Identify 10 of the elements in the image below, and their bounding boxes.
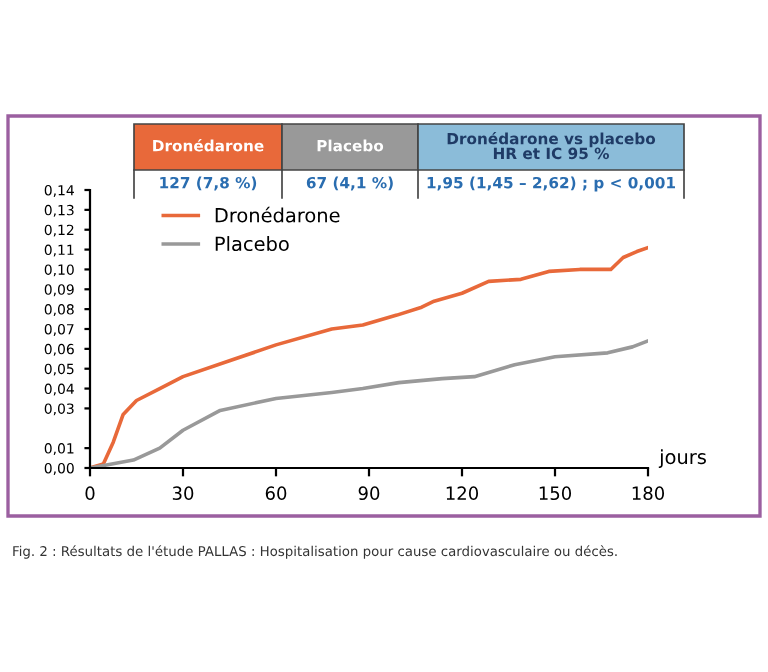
legend-label: Placebo (215, 236, 289, 252)
x-tick-label: 180 (632, 486, 665, 501)
x-tick-label: 150 (539, 486, 572, 501)
x-tick-label: 120 (446, 486, 479, 501)
x-tick-label: 30 (172, 486, 194, 501)
legend-label: Dronédarone (215, 206, 340, 223)
x-tick-label: 60 (265, 486, 287, 501)
x-tick-label: 90 (358, 486, 380, 501)
x-tick-label: 0 (85, 486, 95, 501)
x-axis-title: jours (658, 449, 706, 468)
